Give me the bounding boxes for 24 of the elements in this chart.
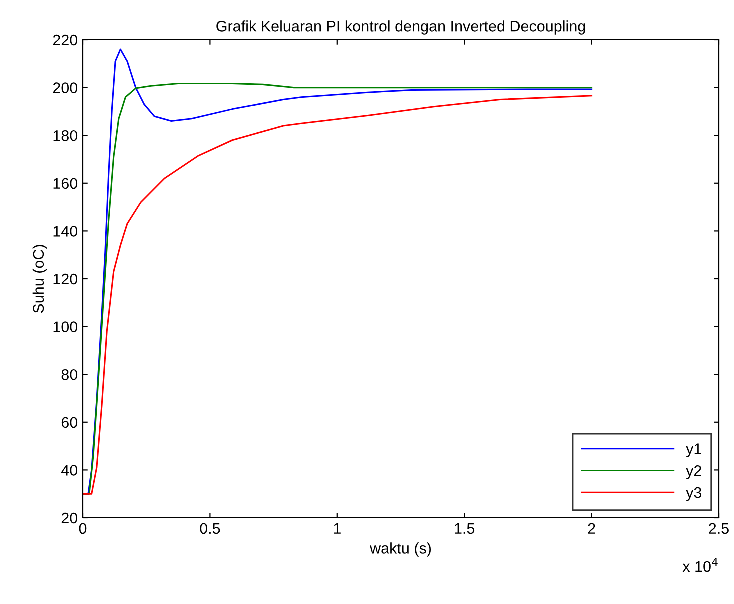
x-tick-label: 1 [334, 523, 341, 534]
y-tick-label: 140 [54, 226, 78, 237]
y-axis-title: Suhu (oC) [32, 245, 48, 314]
y-tick-label: 40 [62, 465, 78, 476]
text: y1 [686, 444, 702, 458]
y-tick-label: 80 [62, 369, 78, 380]
text: y3 [686, 487, 702, 502]
x-tick-label: 2 [588, 523, 596, 534]
chart-title: Grafik Keluaran PI kontrol dengan Inverted Decoupling [216, 20, 586, 35]
x-axis-title: waktu (s) [370, 542, 432, 557]
y-tick-label: 200 [53, 82, 78, 94]
x-tick-label: 2.5 [709, 523, 729, 534]
y-tick-label: 180 [54, 130, 78, 142]
y-tick-label: 20 [62, 512, 78, 524]
text: y2 [686, 465, 702, 480]
y-tick-label: 120 [54, 274, 78, 285]
y-tick-label: 160 [54, 178, 78, 190]
y-tick-label: 60 [62, 417, 78, 428]
y-tick-label: 220 [53, 34, 78, 46]
x-tick-label: 0.5 [200, 523, 220, 534]
x-tick-label: 0 [79, 523, 87, 534]
y-tick-label: 100 [54, 322, 78, 332]
x-tick-label: 1.5 [455, 523, 475, 534]
text: x 10$^{4}$ [682, 558, 718, 572]
